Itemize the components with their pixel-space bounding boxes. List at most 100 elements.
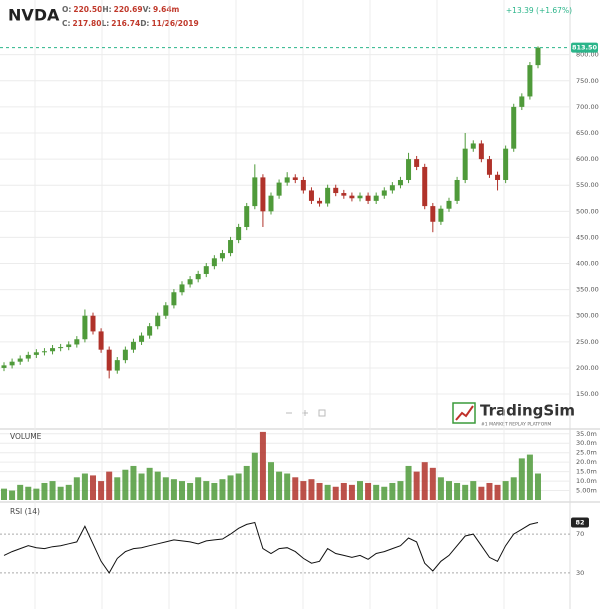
volume-bar [243,465,250,500]
quote-value: 220.69 [114,5,143,14]
candle-body [422,166,428,207]
quote-label: H: [102,5,111,14]
volume-bar [25,486,32,500]
y-tick-label: 200.00 [576,364,599,372]
volume-bar [90,475,96,500]
volume-bar [340,482,347,500]
y-tick-label: 250.00 [576,338,599,346]
candle-body [389,185,395,191]
y-tick-label: 150.00 [576,390,599,398]
volume-bar [154,471,161,500]
y-tick-label: 600.00 [576,155,599,163]
pane-title: VOLUME [10,432,42,441]
volume-bar [187,482,194,500]
volume-bar [486,482,493,500]
volume-bar [276,471,283,500]
candle-body [381,190,387,196]
quote-label: L: [101,19,109,28]
volume-bar [526,454,533,500]
y-tick-label: 5.00m [576,487,597,495]
candle-body [41,351,47,353]
volume-bar [179,481,185,500]
candle-body [462,148,468,180]
price-change: +13.39 (+1.67%) [506,6,572,15]
volume-bar [122,469,129,500]
y-tick-label: 70 [576,530,584,538]
candle-body [349,195,355,199]
volume-bar [437,477,444,500]
quote-row: O: 220.50H: 220.69V: 9.64m [62,5,180,14]
candle-body [438,208,444,222]
volume-bar [1,488,7,500]
volume-bar [114,477,121,500]
candle-body [276,182,282,196]
last-price-tag [571,42,598,53]
candle-body [106,349,112,371]
candle-body [203,266,209,274]
rsi-tag [571,517,589,528]
candle-body [454,179,460,201]
y-tick-label: 10.0m [576,477,597,485]
candle-body [155,315,161,327]
volume-bar [397,481,404,500]
y-tick-label: 700.00 [576,103,599,111]
y-tick-label: 35.0m [576,430,597,438]
candle-body [74,339,80,345]
candle-body [503,148,509,180]
candle-body [325,187,331,204]
candle-body [519,96,525,107]
candle-body [495,174,501,180]
volume-bar [57,486,64,500]
ticker: NVDA [8,6,60,25]
candle-body [260,177,266,212]
volume-bar [33,488,40,500]
candle-body [341,193,347,196]
y-tick-label: 30.0m [576,439,597,447]
volume-bar [413,471,420,500]
candle-body [511,106,517,149]
candle-body [1,365,7,368]
volume-bar [259,431,266,500]
volume-bar [365,482,372,500]
quote-value: 11/26/2019 [151,19,198,28]
volume-bar [381,486,388,500]
candle-body [17,358,23,362]
zoom-reset[interactable] [318,409,326,417]
y-tick-label: 350.00 [576,286,599,294]
volume-bar [518,458,525,500]
candle-body [9,361,15,366]
candle-body [397,179,403,186]
volume-bar [9,490,16,500]
quote-value: 220.50 [73,5,102,14]
candle-body [228,240,234,254]
volume-bar [65,484,72,500]
candle-body [300,179,306,191]
volume-bar [146,467,153,500]
volume-bar [170,479,177,500]
volume-bar [535,473,541,500]
candle-body [244,206,250,227]
volume-bar [324,484,331,500]
candle-body [187,279,193,285]
volume-bar [219,479,226,500]
candle-body [130,341,136,350]
volume-bar [332,486,339,500]
y-tick-label: 30 [576,569,584,577]
y-tick-label: 25.0m [576,449,597,457]
candle-body [163,305,169,316]
volume-bar [316,482,323,500]
volume-bar [195,477,202,500]
quote-value: 216.74 [111,19,140,28]
volume-bar [73,477,80,500]
volume-bar [138,473,145,500]
candle-body [58,347,64,349]
volume-bar [405,465,412,500]
volume-bar [494,484,501,500]
volume-bar [203,481,210,500]
volume-bar [446,481,452,500]
candle-body [139,335,145,342]
candle-body [406,159,412,180]
rsi-tag-label: 82 [575,518,584,526]
candle-body [268,195,274,212]
